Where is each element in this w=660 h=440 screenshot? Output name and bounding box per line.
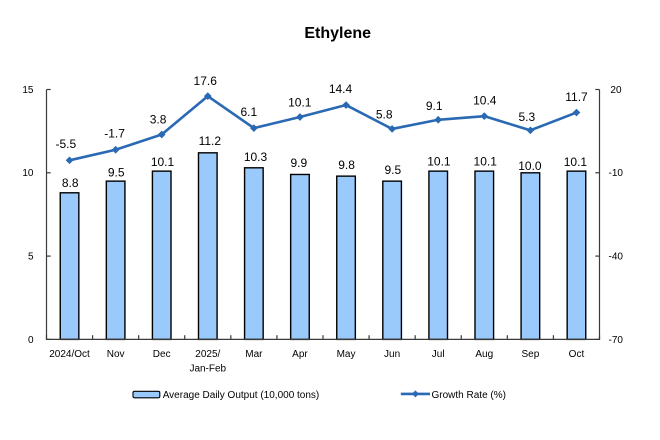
svg-text:Mar: Mar <box>245 349 263 360</box>
svg-text:Jun: Jun <box>384 349 400 360</box>
svg-text:Growth Rate (%): Growth Rate (%) <box>432 390 506 401</box>
svg-text:6.1: 6.1 <box>240 105 257 119</box>
svg-text:10: 10 <box>22 168 34 179</box>
svg-text:14.4: 14.4 <box>329 82 353 96</box>
svg-text:Apr: Apr <box>292 349 308 360</box>
svg-text:10.1: 10.1 <box>288 96 312 110</box>
svg-text:-10: -10 <box>609 168 624 179</box>
svg-text:10.3: 10.3 <box>244 150 268 164</box>
svg-text:10.1: 10.1 <box>427 155 451 169</box>
svg-text:9.9: 9.9 <box>290 156 307 170</box>
svg-text:0: 0 <box>28 335 34 346</box>
svg-text:11.2: 11.2 <box>199 134 222 148</box>
svg-text:9.1: 9.1 <box>426 99 443 113</box>
svg-text:8.8: 8.8 <box>62 176 79 190</box>
svg-text:11.7: 11.7 <box>565 90 588 104</box>
svg-text:5.3: 5.3 <box>518 110 535 124</box>
svg-text:10.1: 10.1 <box>564 155 588 169</box>
svg-text:Oct: Oct <box>569 349 585 360</box>
svg-text:3.8: 3.8 <box>150 112 167 126</box>
svg-text:20: 20 <box>610 85 622 96</box>
svg-text:Aug: Aug <box>475 349 493 360</box>
svg-text:9.5: 9.5 <box>108 165 125 179</box>
svg-text:9.8: 9.8 <box>338 158 355 172</box>
svg-text:17.6: 17.6 <box>194 74 218 88</box>
svg-text:2025/: 2025/ <box>195 349 220 360</box>
svg-text:9.5: 9.5 <box>384 163 401 177</box>
svg-text:Sep: Sep <box>521 349 539 360</box>
svg-text:10.1: 10.1 <box>474 155 498 169</box>
svg-text:10.4: 10.4 <box>473 94 497 108</box>
svg-text:Average Daily Output (10,000 t: Average Daily Output (10,000 tons) <box>163 390 320 401</box>
svg-text:2024/Oct: 2024/Oct <box>49 349 90 360</box>
svg-text:5.8: 5.8 <box>376 107 393 121</box>
svg-text:-1.7: -1.7 <box>104 127 125 141</box>
svg-text:Nov: Nov <box>107 349 125 360</box>
svg-text:May: May <box>337 349 356 360</box>
svg-text:-5.5: -5.5 <box>55 137 76 151</box>
svg-text:15: 15 <box>22 85 34 96</box>
svg-text:Jul: Jul <box>432 349 445 360</box>
svg-text:10.0: 10.0 <box>518 159 542 173</box>
svg-text:10.1: 10.1 <box>151 155 175 169</box>
svg-text:-70: -70 <box>609 335 624 346</box>
svg-text:Jan-Feb: Jan-Feb <box>189 363 226 374</box>
svg-text:5: 5 <box>28 252 34 263</box>
svg-text:Dec: Dec <box>153 349 171 360</box>
svg-text:-40: -40 <box>609 252 624 263</box>
svg-text:Ethylene: Ethylene <box>304 25 371 42</box>
